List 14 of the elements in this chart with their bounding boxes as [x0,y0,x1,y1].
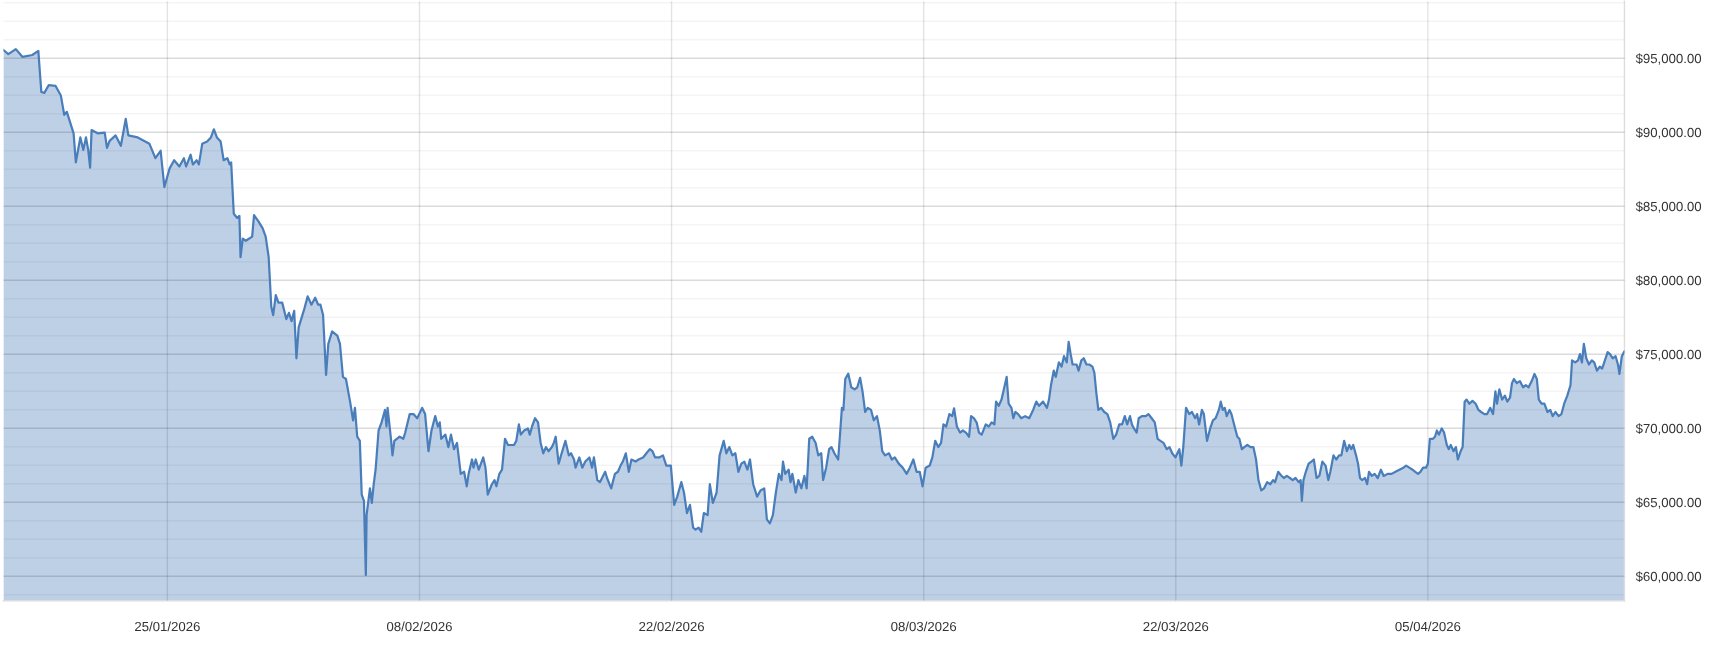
x-tick-label: 08/02/2026 [386,621,452,632]
y-tick-label: $60,000.00 [1635,571,1702,583]
y-tick-label: $80,000.00 [1635,275,1702,287]
y-tick-label: $70,000.00 [1635,423,1702,435]
x-tick-label: 25/01/2026 [135,621,200,632]
x-tick-label: 08/03/2026 [891,621,957,632]
x-tick-label: 22/03/2026 [1143,621,1209,632]
y-tick-label: $75,000.00 [1635,349,1702,361]
y-tick-label: $85,000.00 [1635,201,1702,213]
y-tick-label: $65,000.00 [1635,497,1702,509]
y-tick-label: $95,000.00 [1635,53,1702,65]
x-tick-label: 22/02/2026 [639,621,705,632]
x-tick-label: 05/04/2026 [1395,621,1461,632]
y-tick-label: $90,000.00 [1635,127,1702,139]
